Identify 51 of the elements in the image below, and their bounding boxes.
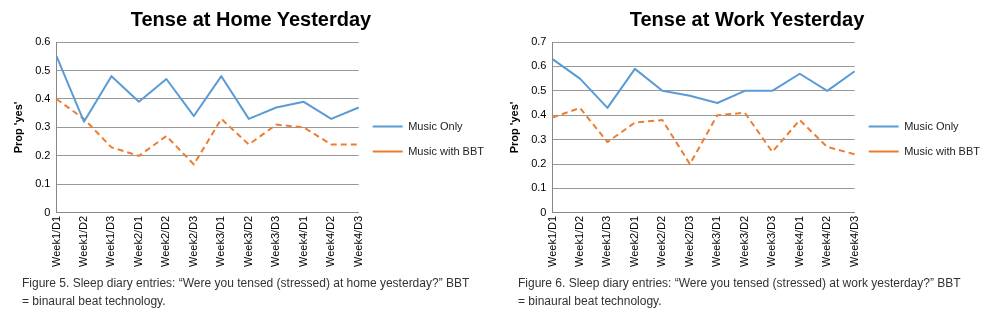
legend-label: Music with BBT xyxy=(408,144,485,157)
y-tick-label: 0.3 xyxy=(35,120,51,133)
y-tick-label: 0 xyxy=(540,205,547,218)
x-tick-label: Week1/D3 xyxy=(600,215,613,267)
y-tick-label: 0.1 xyxy=(35,177,51,190)
y-axis-title: Prop 'yes' xyxy=(507,101,520,154)
x-tick-label: Week3/D1 xyxy=(710,215,723,267)
y-tick-label: 0.4 xyxy=(531,108,547,121)
caption: Figure 6. Sleep diary entries: “Were you tensed (stressed) at work yesterday?” BBT = binaural beat technology. xyxy=(517,275,962,310)
x-tick-label: Week1/D1 xyxy=(545,215,558,267)
caption: Figure 5. Sleep diary entries: “Were you tensed (stressed) at home yesterday?” BBT = binaural beat technology. xyxy=(21,275,471,310)
x-tick-label: Week4/D3 xyxy=(351,215,364,267)
x-tick-label: Week4/D1 xyxy=(792,215,805,267)
y-tick-label: 0.3 xyxy=(531,132,547,145)
legend-label: Music Only xyxy=(904,119,960,132)
y-tick-label: 0.6 xyxy=(531,59,547,72)
y-tick-label: 0.5 xyxy=(35,63,51,76)
x-tick-label: Week2/D2 xyxy=(159,215,172,267)
x-tick-label: Week1/D2 xyxy=(573,215,585,267)
line-series xyxy=(55,97,360,166)
x-tick-label: Week2/D2 xyxy=(655,215,668,267)
x-tick-label: Week2/D1 xyxy=(131,215,144,267)
x-tick-label: Week1/D1 xyxy=(49,215,62,267)
x-tick-label: Week2/D3 xyxy=(682,215,695,267)
y-tick-label: 0.2 xyxy=(35,148,51,161)
y-axis-title: Prop 'yes' xyxy=(11,101,24,154)
x-tick-label: Week1/D2 xyxy=(77,215,89,267)
x-tick-label: Week4/D2 xyxy=(820,215,833,267)
chart-title: Tense at Work Yesterday xyxy=(629,7,866,30)
x-tick-label: Week2/D1 xyxy=(627,215,640,267)
x-tick-label: Week4/D3 xyxy=(847,215,860,267)
chart-title: Tense at Home Yesterday xyxy=(130,7,373,30)
line-series xyxy=(551,106,856,166)
x-tick-label: Week3/D3 xyxy=(765,215,778,267)
x-tick-label: Week3/D2 xyxy=(737,215,750,267)
y-tick-label: 0.2 xyxy=(531,157,547,170)
x-tick-label: Week4/D2 xyxy=(324,215,337,267)
y-tick-label: 0 xyxy=(44,205,51,218)
x-tick-label: Week3/D3 xyxy=(269,215,282,267)
x-tick-label: Week1/D3 xyxy=(104,215,117,267)
legend-label: Music with BBT xyxy=(904,144,981,157)
legend-label: Music Only xyxy=(408,119,464,132)
y-tick-label: 0.7 xyxy=(531,35,547,48)
y-tick-label: 0.4 xyxy=(35,91,51,104)
y-tick-label: 0.5 xyxy=(531,83,547,96)
x-tick-label: Week4/D1 xyxy=(296,215,309,267)
y-tick-label: 0.1 xyxy=(531,181,547,194)
x-tick-label: Week2/D3 xyxy=(186,215,199,267)
x-tick-label: Week3/D1 xyxy=(214,215,227,267)
y-tick-label: 0.6 xyxy=(35,35,51,48)
x-tick-label: Week3/D2 xyxy=(241,215,254,267)
